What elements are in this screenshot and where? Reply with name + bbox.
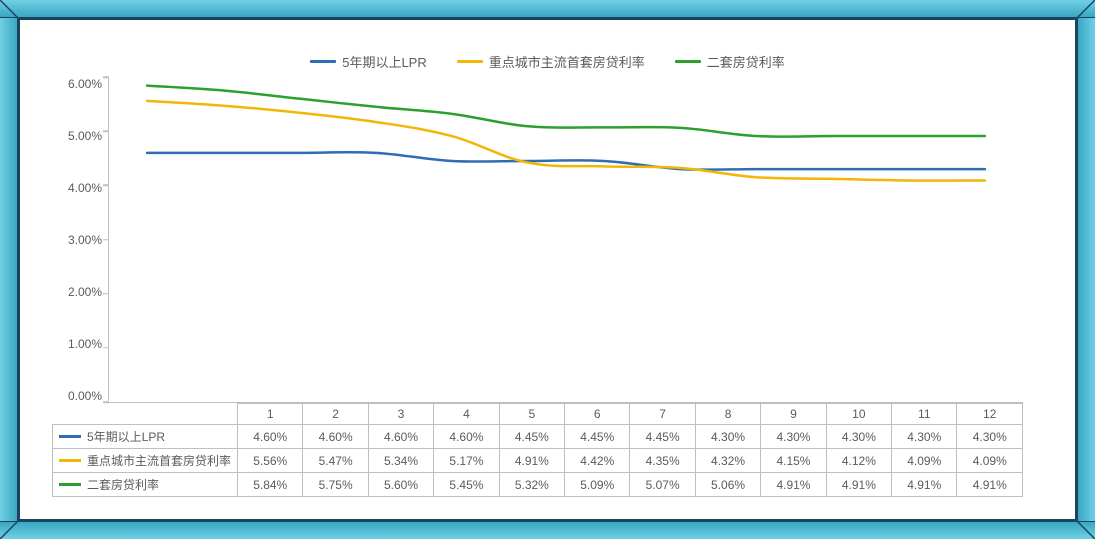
- x-category-label: 12: [957, 404, 1023, 425]
- x-category-label: 2: [303, 404, 368, 425]
- legend-label: 重点城市主流首套房贷利率: [489, 52, 645, 71]
- series-row-label: 二套房贷利率: [87, 476, 159, 493]
- data-cell: 5.75%: [303, 473, 368, 497]
- x-category-label: 6: [565, 404, 630, 425]
- data-cell: 4.09%: [892, 449, 957, 473]
- y-tick-label: 6.00%: [52, 77, 102, 91]
- y-tick-label: 2.00%: [52, 285, 102, 299]
- data-cell: 5.07%: [630, 473, 695, 497]
- data-cell: 5.84%: [238, 473, 303, 497]
- data-cell: 4.30%: [957, 425, 1023, 449]
- data-cell: 4.35%: [630, 449, 695, 473]
- y-tick-label: 5.00%: [52, 129, 102, 143]
- data-cell: 5.56%: [238, 449, 303, 473]
- legend-swatch: [310, 60, 336, 63]
- data-cell: 5.06%: [695, 473, 760, 497]
- x-category-label: 4: [434, 404, 499, 425]
- series-row-label: 重点城市主流首套房贷利率: [87, 452, 231, 469]
- data-cell: 4.32%: [695, 449, 760, 473]
- series-swatch: [59, 483, 81, 486]
- data-cell: 4.60%: [434, 425, 499, 449]
- series-swatch: [59, 459, 81, 462]
- table-row: 5年期以上LPR4.60%4.60%4.60%4.60%4.45%4.45%4.…: [53, 425, 1023, 449]
- x-category-label: 10: [826, 404, 891, 425]
- data-cell: 5.17%: [434, 449, 499, 473]
- series-row-header-first_home: 重点城市主流首套房贷利率: [53, 449, 238, 473]
- y-axis-labels: 6.00% 5.00% 4.00% 3.00% 2.00% 1.00% 0.00%: [52, 77, 108, 403]
- data-cell: 4.30%: [892, 425, 957, 449]
- series-row-header-lpr5y: 5年期以上LPR: [53, 425, 238, 449]
- legend-item-first_home: 重点城市主流首套房贷利率: [457, 52, 645, 71]
- data-cell: 4.12%: [826, 449, 891, 473]
- legend-label: 5年期以上LPR: [342, 52, 427, 71]
- series-row-label: 5年期以上LPR: [87, 428, 165, 445]
- x-category-label: 3: [368, 404, 433, 425]
- data-cell: 4.30%: [695, 425, 760, 449]
- x-category-label: 1: [238, 404, 303, 425]
- data-cell: 5.60%: [368, 473, 433, 497]
- data-cell: 5.47%: [303, 449, 368, 473]
- y-tick-label: 0.00%: [52, 389, 102, 403]
- table-header-row: 123456789101112: [53, 404, 1023, 425]
- x-category-label: 8: [695, 404, 760, 425]
- legend-item-second_home: 二套房贷利率: [675, 52, 785, 71]
- data-cell: 4.91%: [826, 473, 891, 497]
- legend-swatch: [457, 60, 483, 63]
- data-cell: 4.60%: [368, 425, 433, 449]
- chart-frame: 5年期以上LPR重点城市主流首套房贷利率二套房贷利率 6.00%5.00%4.0…: [0, 0, 1095, 539]
- data-cell: 4.91%: [892, 473, 957, 497]
- series-swatch: [59, 435, 81, 438]
- chart-data-table: 1234567891011125年期以上LPR4.60%4.60%4.60%4.…: [52, 403, 1023, 497]
- data-cell: 4.91%: [761, 473, 826, 497]
- data-cell: 4.91%: [957, 473, 1023, 497]
- data-cell: 4.45%: [499, 425, 564, 449]
- data-cell: 4.91%: [499, 449, 564, 473]
- data-cell: 4.42%: [565, 449, 630, 473]
- data-cell: 4.30%: [761, 425, 826, 449]
- data-cell: 4.15%: [761, 449, 826, 473]
- data-cell: 4.45%: [630, 425, 695, 449]
- data-cell: 4.45%: [565, 425, 630, 449]
- table-corner-blank: [53, 404, 238, 425]
- chart-plot-area: [108, 77, 1023, 403]
- data-cell: 4.60%: [303, 425, 368, 449]
- y-tick-label: 1.00%: [52, 337, 102, 351]
- table-row: 二套房贷利率 5.84%5.75%5.60%5.45%5.32%5.09%5.07…: [53, 473, 1023, 497]
- data-cell: 5.34%: [368, 449, 433, 473]
- data-cell: 5.09%: [565, 473, 630, 497]
- y-tick-label: 4.00%: [52, 181, 102, 195]
- table-row: 重点城市主流首套房贷利率 5.56%5.47%5.34%5.17%4.91%4.4…: [53, 449, 1023, 473]
- data-cell: 4.09%: [957, 449, 1023, 473]
- legend-swatch: [675, 60, 701, 63]
- legend-item-lpr5y: 5年期以上LPR: [310, 52, 427, 71]
- y-tick-label: 3.00%: [52, 233, 102, 247]
- x-category-label: 5: [499, 404, 564, 425]
- legend-label: 二套房贷利率: [707, 52, 785, 71]
- data-cell: 4.30%: [826, 425, 891, 449]
- x-category-label: 11: [892, 404, 957, 425]
- data-cell: 4.60%: [238, 425, 303, 449]
- x-category-label: 9: [761, 404, 826, 425]
- chart-legend: 5年期以上LPR 重点城市主流首套房贷利率 二套房贷利率: [42, 42, 1053, 77]
- x-category-label: 7: [630, 404, 695, 425]
- data-cell: 5.45%: [434, 473, 499, 497]
- series-row-header-second_home: 二套房贷利率: [53, 473, 238, 497]
- data-cell: 5.32%: [499, 473, 564, 497]
